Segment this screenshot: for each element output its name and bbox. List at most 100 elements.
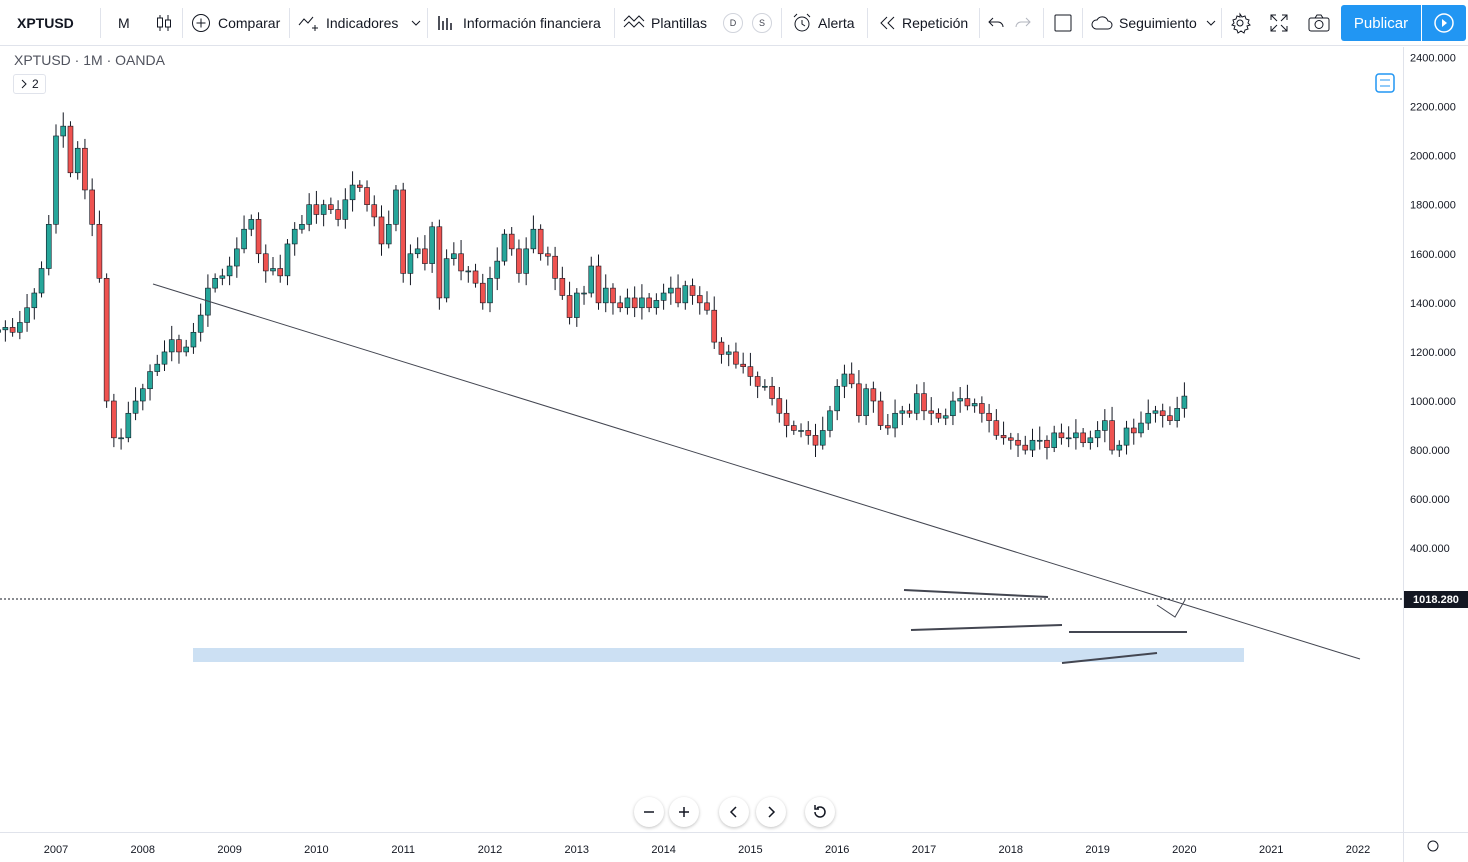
redo-button[interactable] bbox=[1014, 0, 1032, 46]
publish-button[interactable]: Publicar bbox=[1341, 5, 1421, 41]
candle-body bbox=[414, 248, 421, 255]
candle-body bbox=[776, 398, 783, 414]
support-zone bbox=[193, 648, 1244, 662]
compare-button[interactable]: Comparar bbox=[191, 0, 280, 46]
financials-button[interactable]: Información financiera bbox=[436, 0, 601, 46]
candle-body bbox=[82, 147, 88, 191]
candle-body bbox=[733, 351, 739, 365]
candle-body bbox=[696, 295, 703, 304]
time-tick-label: 2019 bbox=[1085, 844, 1109, 856]
candle-body bbox=[993, 420, 1000, 436]
candle-body bbox=[226, 265, 233, 277]
candle-body bbox=[1109, 420, 1115, 451]
candle-body bbox=[921, 393, 927, 412]
candle-body bbox=[328, 204, 334, 210]
symbol-search[interactable]: XPTUSD bbox=[17, 15, 74, 31]
time-tick-label: 2008 bbox=[131, 844, 155, 856]
undo-button[interactable] bbox=[987, 0, 1005, 46]
legend-collapse-button[interactable]: 2 bbox=[13, 74, 46, 94]
layout-button[interactable] bbox=[1053, 0, 1073, 46]
chevron-right-icon bbox=[21, 79, 27, 89]
candle-body bbox=[494, 260, 501, 279]
chart-type-button[interactable] bbox=[154, 0, 174, 46]
scroll-left-button[interactable] bbox=[719, 797, 749, 827]
candle-body bbox=[1123, 427, 1130, 446]
indicators-dropdown[interactable] bbox=[410, 0, 422, 46]
projection-sketch bbox=[1156, 599, 1186, 618]
price-tick-label: 2400.000 bbox=[1410, 52, 1456, 64]
financials-label: Información financiera bbox=[463, 15, 601, 31]
candle-body bbox=[783, 412, 790, 426]
candle-body bbox=[335, 209, 341, 220]
candle-body bbox=[885, 425, 891, 429]
candle-body bbox=[465, 270, 472, 273]
candle-body bbox=[436, 226, 443, 299]
candle-body bbox=[762, 385, 768, 388]
candle-body bbox=[1058, 432, 1065, 439]
candle-body bbox=[31, 292, 38, 309]
candle-body bbox=[725, 351, 732, 355]
candle-body bbox=[67, 125, 74, 174]
auto-scale-icon[interactable] bbox=[1375, 73, 1395, 93]
time-tick-label: 2015 bbox=[738, 844, 762, 856]
time-tick-label: 2020 bbox=[1172, 844, 1196, 856]
candle-body bbox=[248, 219, 255, 230]
candle-body bbox=[545, 253, 551, 257]
template-badge-s[interactable]: S bbox=[752, 0, 772, 46]
candle-body bbox=[1159, 410, 1166, 417]
reset-chart-button[interactable] bbox=[805, 797, 835, 827]
alert-button[interactable]: Alerta bbox=[791, 0, 855, 46]
time-tick-label: 2012 bbox=[478, 844, 502, 856]
scroll-right-button[interactable] bbox=[756, 797, 786, 827]
auto-scale-glyph bbox=[1380, 79, 1390, 87]
interval-button[interactable]: M bbox=[118, 15, 130, 31]
play-button[interactable] bbox=[1422, 5, 1466, 41]
candle-body bbox=[1000, 435, 1007, 439]
templates-button[interactable]: Plantillas bbox=[623, 0, 707, 46]
rising-support-line[interactable] bbox=[1061, 652, 1158, 664]
candle-body bbox=[566, 295, 573, 318]
candle-body bbox=[610, 287, 616, 304]
triangle-upper-line[interactable] bbox=[903, 589, 1049, 598]
candle-body bbox=[1094, 430, 1101, 439]
compare-label: Comparar bbox=[218, 15, 281, 31]
gear-icon[interactable] bbox=[1427, 840, 1439, 852]
zoom-in-button[interactable] bbox=[669, 797, 699, 827]
price-chart[interactable]: 3200.0003000.0002800.0002600.0002400.000… bbox=[0, 47, 1468, 862]
indicators-label: Indicadores bbox=[326, 15, 399, 31]
settings-button[interactable] bbox=[1229, 0, 1251, 46]
candle-body bbox=[168, 339, 175, 353]
candle-body bbox=[979, 403, 985, 414]
candle-body bbox=[682, 285, 689, 304]
price-tick-label: 600.000 bbox=[1410, 494, 1450, 506]
replay-button[interactable]: Repetición bbox=[878, 0, 968, 46]
candle-body bbox=[270, 268, 276, 272]
candle-body bbox=[588, 265, 595, 294]
time-axis[interactable]: 2007 2008 2009 2010 2011 2012 2013 2014 2015 2016… bbox=[44, 844, 1370, 856]
candle-body bbox=[1051, 432, 1057, 448]
candle-body bbox=[906, 410, 913, 414]
candle-body bbox=[559, 278, 566, 296]
downtrend-line[interactable] bbox=[152, 283, 1361, 660]
candle-body bbox=[320, 204, 327, 215]
candle-body bbox=[653, 300, 660, 309]
price-axis[interactable]: 3200.0003000.0002800.0002600.0002400.000… bbox=[1410, 47, 1456, 604]
time-tick-label: 2009 bbox=[217, 844, 241, 856]
watch-button[interactable]: Seguimiento bbox=[1090, 0, 1197, 46]
candle-body bbox=[899, 410, 906, 414]
price-tick-label: 800.000 bbox=[1410, 445, 1450, 457]
top-toolbar: XPTUSD M Comparar Indicadores Informació… bbox=[0, 0, 1468, 46]
zoom-out-button[interactable] bbox=[634, 797, 664, 827]
candle-body bbox=[834, 385, 841, 412]
candle-body bbox=[45, 224, 52, 269]
candle-body bbox=[378, 216, 385, 245]
watch-dropdown[interactable] bbox=[1205, 0, 1217, 46]
indicators-button[interactable]: Indicadores bbox=[298, 0, 398, 46]
fullscreen-button[interactable] bbox=[1269, 0, 1289, 46]
candle-body bbox=[1029, 439, 1036, 451]
snapshot-button[interactable] bbox=[1307, 0, 1331, 46]
triangle-lower-line[interactable] bbox=[910, 624, 1063, 631]
candle-body bbox=[668, 287, 674, 294]
candle-body bbox=[675, 287, 681, 304]
template-badge-d[interactable]: D bbox=[723, 0, 743, 46]
